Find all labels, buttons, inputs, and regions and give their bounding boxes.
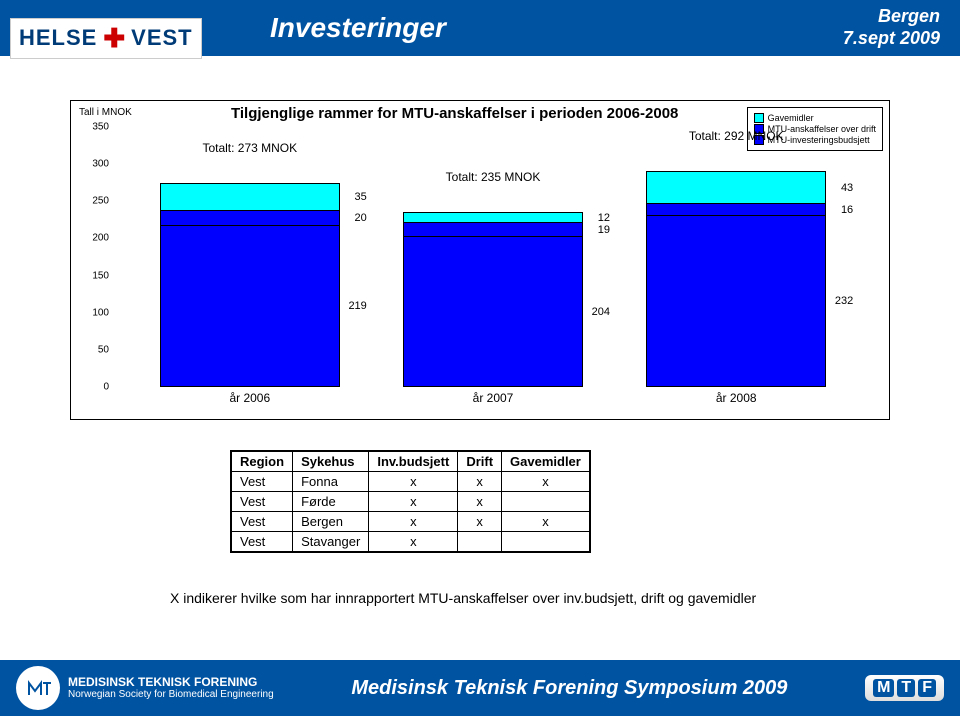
ytick: 300	[92, 159, 113, 170]
bar-segment: 204	[404, 236, 582, 386]
table-cell	[502, 532, 590, 552]
header-date: 7.sept 2009	[843, 28, 940, 50]
xtick: år 2007	[473, 387, 514, 405]
table-header: Sykehus	[293, 452, 369, 472]
ytick: 250	[92, 196, 113, 207]
ytick: 50	[98, 344, 113, 355]
page-title: Investeringer	[270, 12, 446, 44]
bar-segment: 19	[404, 222, 582, 236]
mtf-logo-icon	[16, 666, 60, 710]
table-cell: Stavanger	[293, 532, 369, 552]
chart-title: Tilgjenglige rammer for MTU-anskaffelser…	[231, 105, 678, 122]
table-cell: Vest	[232, 492, 293, 512]
logo-vest-text: VEST	[131, 25, 192, 51]
bar-segment: 20	[161, 210, 339, 225]
table-cell: x	[369, 492, 458, 512]
chart-container: Tall i MNOK Tilgjenglige rammer for MTU-…	[70, 100, 890, 420]
data-table: RegionSykehusInv.budsjettDriftGavemidler…	[230, 450, 591, 553]
legend-swatch	[754, 113, 764, 123]
org-name: MEDISINSK TEKNISK FORENING	[68, 675, 274, 689]
org-sub: Norwegian Society for Biomedical Enginee…	[68, 689, 274, 701]
table-cell: Vest	[232, 472, 293, 492]
table-cell: Førde	[293, 492, 369, 512]
logo-helse-text: HELSE	[19, 25, 97, 51]
table-header: Inv.budsjett	[369, 452, 458, 472]
ytick: 100	[92, 307, 113, 318]
bar: 3520219	[160, 183, 340, 387]
table-cell: x	[369, 532, 458, 552]
bar-segment: 16	[647, 203, 825, 215]
table-cell: Fonna	[293, 472, 369, 492]
table-row: VestFonnaxxx	[232, 472, 590, 492]
badge-t: T	[897, 679, 915, 697]
table-header: Region	[232, 452, 293, 472]
header-right: Bergen 7.sept 2009	[843, 6, 940, 49]
segment-value: 219	[348, 300, 366, 312]
ytick: 150	[92, 270, 113, 281]
table-cell: x	[458, 472, 502, 492]
bar: 4316232	[646, 171, 826, 387]
segment-value: 12	[598, 212, 610, 224]
segment-value: 19	[598, 224, 610, 236]
segment-value: 16	[841, 204, 853, 216]
table-header: Drift	[458, 452, 502, 472]
footer-bar: MEDISINSK TEKNISK FORENING Norwegian Soc…	[0, 660, 960, 716]
table-note: X indikerer hvilke som har innrapportert…	[170, 590, 756, 606]
table-row: VestFørdexx	[232, 492, 590, 512]
bar-segment: 43	[647, 172, 825, 204]
legend-item: Gavemidler	[754, 113, 876, 123]
table-cell	[502, 492, 590, 512]
segment-value: 204	[592, 306, 610, 318]
footer-left: MEDISINSK TEKNISK FORENING Norwegian Soc…	[16, 666, 274, 710]
bar-segment: 35	[161, 184, 339, 210]
bar: 1219204	[403, 212, 583, 387]
ytick: 200	[92, 233, 113, 244]
badge-f: F	[918, 679, 936, 697]
table-cell: x	[502, 472, 590, 492]
bar-segment: 219	[161, 225, 339, 386]
table-cell: x	[369, 472, 458, 492]
helse-vest-logo: HELSE ✚ VEST	[10, 8, 202, 68]
xtick: år 2006	[229, 387, 270, 405]
bar-total-label: Totalt: 292 MNOK	[689, 129, 784, 143]
table-cell: Vest	[232, 532, 293, 552]
plot-area: 0501001502002503003503520219Totalt: 273 …	[113, 127, 873, 387]
bar-total-label: Totalt: 273 MNOK	[202, 141, 297, 155]
badge-m: M	[873, 679, 894, 697]
segment-value: 35	[355, 191, 367, 203]
table-cell: x	[458, 512, 502, 532]
table-cell: Vest	[232, 512, 293, 532]
segment-value: 232	[835, 295, 853, 307]
legend-label: Gavemidler	[768, 113, 814, 123]
table-row: VestBergenxxx	[232, 512, 590, 532]
segment-value: 20	[355, 212, 367, 224]
header-bar: HELSE ✚ VEST Investeringer Bergen 7.sept…	[0, 0, 960, 56]
table-cell: x	[458, 492, 502, 512]
bar-segment: 232	[647, 215, 825, 386]
bar-segment: 12	[404, 213, 582, 222]
mtf-badge: M T F	[865, 675, 944, 701]
footer-org: MEDISINSK TEKNISK FORENING Norwegian Soc…	[68, 675, 274, 701]
xtick: år 2008	[716, 387, 757, 405]
table-header: Gavemidler	[502, 452, 590, 472]
bar-total-label: Totalt: 235 MNOK	[446, 170, 541, 184]
header-location: Bergen	[843, 6, 940, 28]
segment-value: 43	[841, 182, 853, 194]
cross-icon: ✚	[103, 23, 125, 54]
footer-title: Medisinsk Teknisk Forening Symposium 200…	[351, 677, 787, 700]
table-row: VestStavangerx	[232, 532, 590, 552]
table-cell: Bergen	[293, 512, 369, 532]
yaxis-label: Tall i MNOK	[79, 107, 132, 118]
ytick: 0	[103, 382, 113, 393]
table-cell: x	[369, 512, 458, 532]
table-cell: x	[502, 512, 590, 532]
table-cell	[458, 532, 502, 552]
ytick: 350	[92, 122, 113, 133]
